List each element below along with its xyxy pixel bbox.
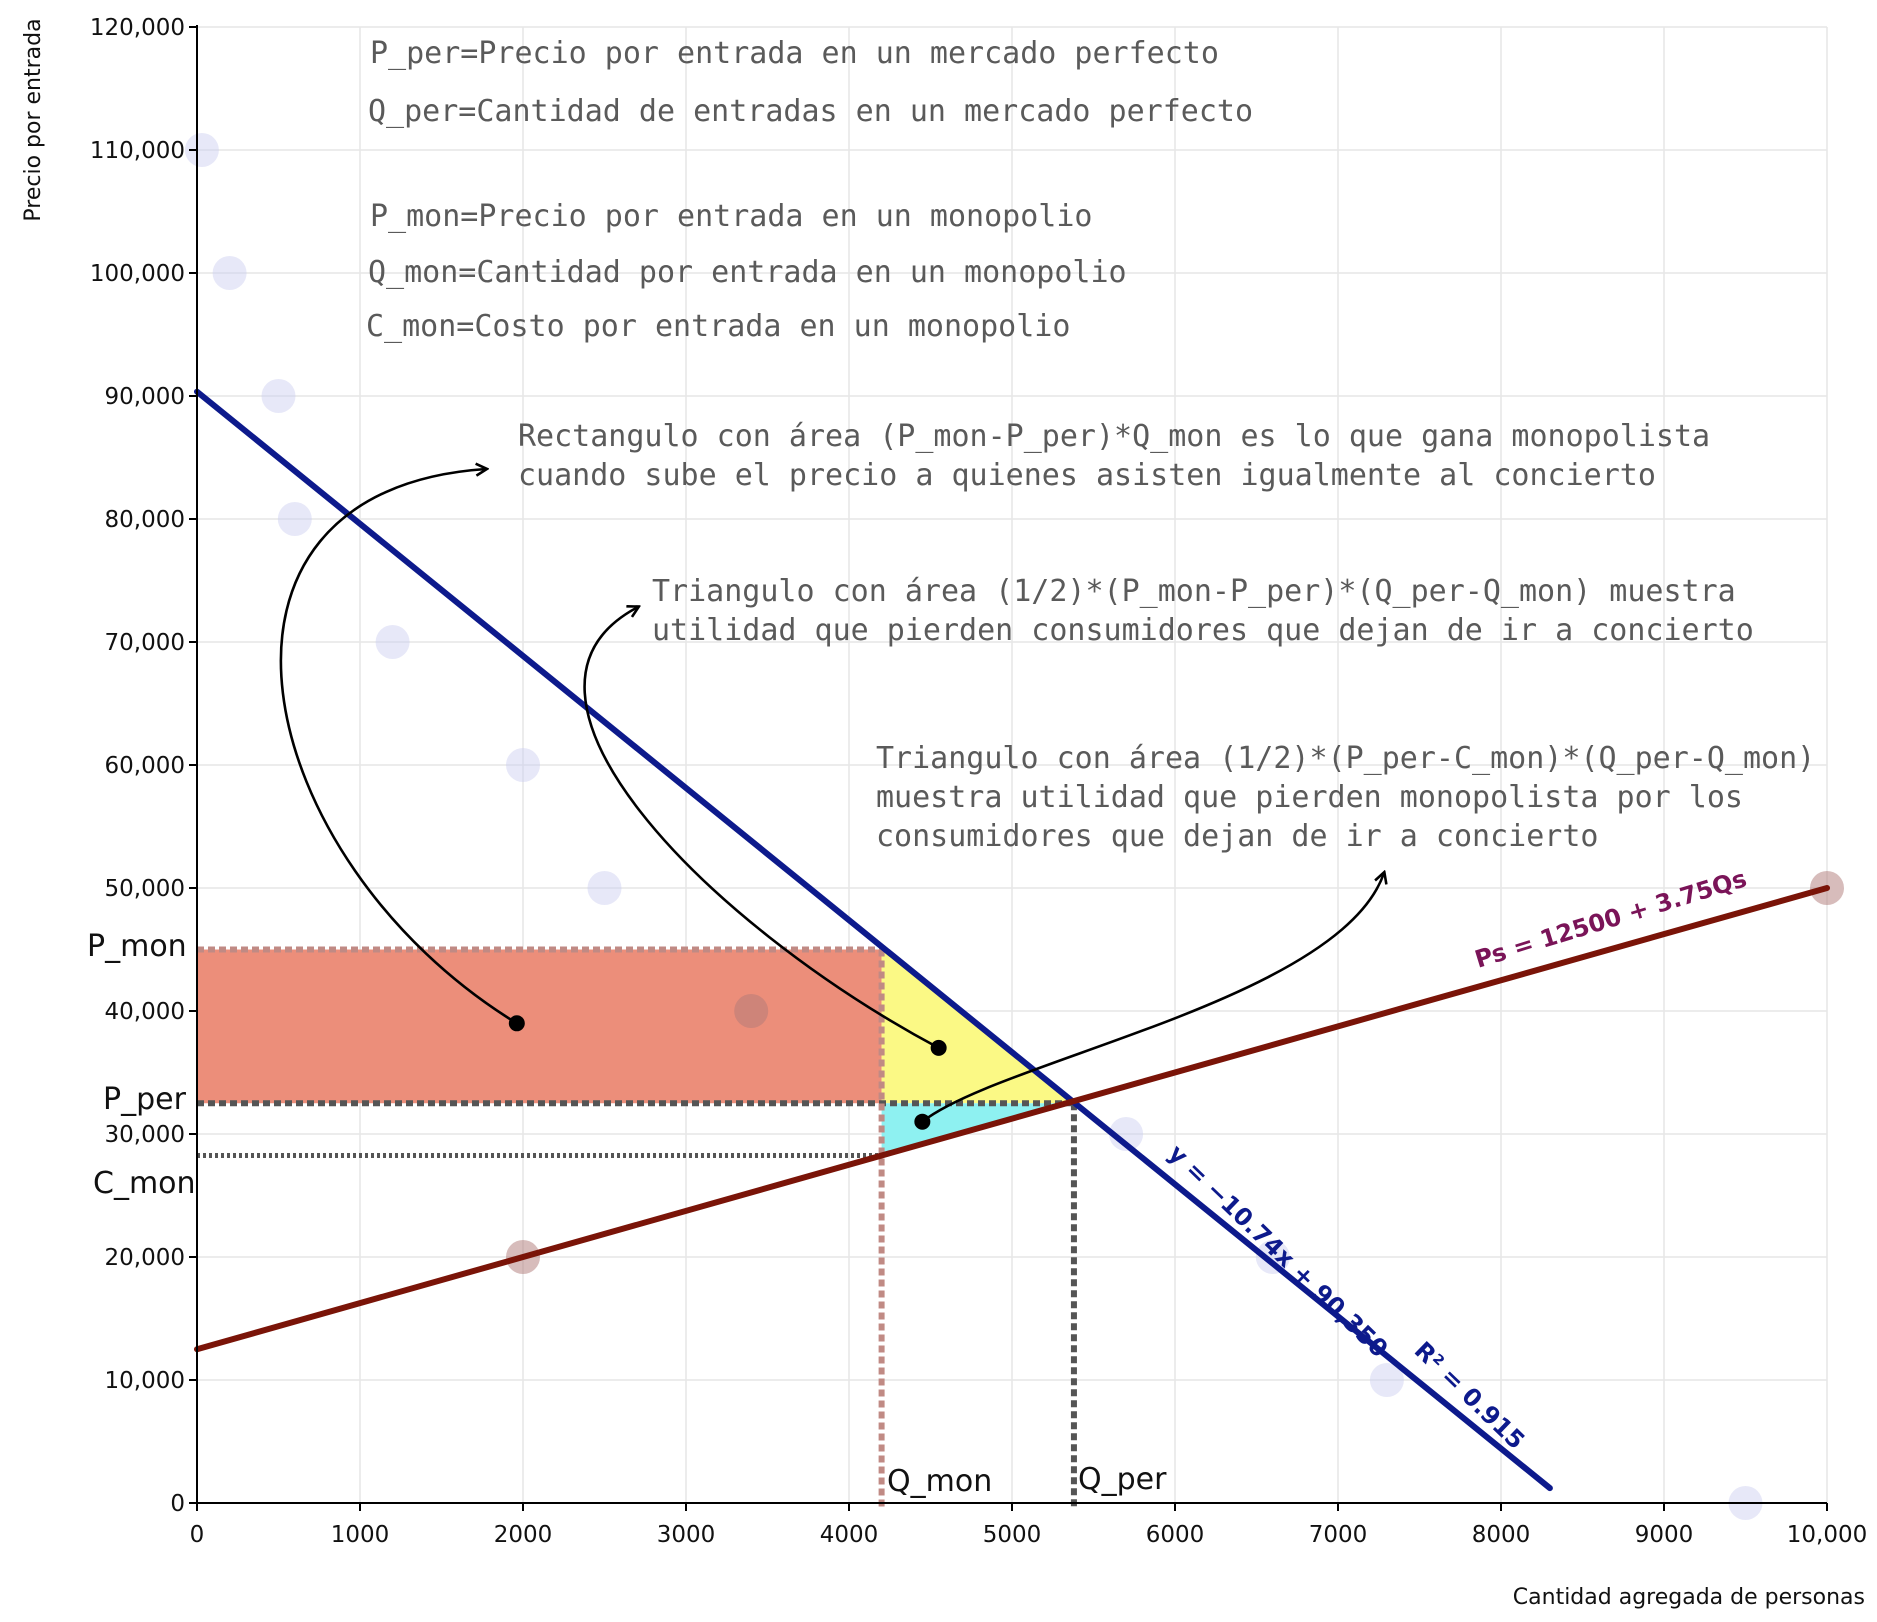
x-tick-label: 3000	[657, 1522, 716, 1548]
demand-equation-label: y = −10.74x + 90,350	[1163, 1139, 1394, 1363]
x-tick-label: 8000	[1472, 1522, 1531, 1548]
y-tick-label: 100,000	[90, 261, 185, 287]
annotation-rectangle-line2: cuando sube el precio a quienes asisten …	[518, 458, 1656, 493]
y-tick-label: 70,000	[105, 630, 185, 656]
demand-data-point	[1369, 1363, 1404, 1397]
label-q-per: Q_per	[1078, 1462, 1167, 1497]
demand-data-point	[212, 256, 247, 290]
data-points	[184, 133, 1844, 1520]
demand-line	[194, 388, 1553, 1492]
definition-c-mon: C_mon=Costo por entrada en un monopolio	[366, 309, 1070, 344]
y-tick-label: 60,000	[105, 753, 185, 779]
x-axis-title: Cantidad agregada de personas	[1513, 1585, 1865, 1610]
annotation-producer-loss-line2: muestra utilidad que pierden monopolista…	[876, 780, 1743, 815]
demand-r2-label: R² = 0.915	[1409, 1336, 1530, 1455]
consumer-loss-annotation-arrow	[583, 607, 940, 1050]
tick-labels: 0 10,000 20,000 30,000 40,000 50,000 60,000 70,…	[90, 15, 1867, 1548]
y-tick-label: 10,000	[105, 1368, 185, 1394]
x-tick-label: 9000	[1635, 1522, 1694, 1548]
producer-loss-annotation-arrow-dot	[914, 1113, 931, 1130]
demand-data-point	[1255, 1240, 1290, 1274]
supply-line	[194, 885, 1830, 1353]
consumer-loss-annotation-arrow-dot	[930, 1039, 947, 1056]
y-tick-label: 20,000	[105, 1245, 185, 1271]
grid	[197, 26, 1828, 1503]
annotation-arrows	[279, 469, 1384, 1130]
demand-data-point	[506, 748, 540, 782]
regression-lines	[194, 388, 1830, 1492]
definition-q-per: Q_per=Cantidad de entradas en un mercado…	[368, 94, 1253, 129]
y-tick-label: 90,000	[105, 384, 185, 410]
rectangle-annotation-arrow-dot	[508, 1015, 525, 1032]
guide-lines	[197, 946, 1077, 1509]
annotation-producer-loss-line1: Triangulo con área (1/2)*(P_per-C_mon)*(…	[876, 741, 1815, 776]
demand-data-point	[261, 379, 296, 413]
annotation-consumer-loss-line2: utilidad que pierden consumidores que de…	[652, 613, 1754, 648]
x-tick-label: 6000	[1146, 1522, 1205, 1548]
label-c-mon: C_mon	[93, 1166, 196, 1201]
x-tick-label: 4000	[820, 1522, 879, 1548]
definition-q-mon: Q_mon=Cantidad por entrada en un monopol…	[368, 255, 1127, 290]
y-axis-title: Precio por entrada	[21, 18, 46, 221]
definition-p-mon: P_mon=Precio por entrada en un monopolio	[370, 199, 1092, 234]
x-tick-label: 5000	[983, 1522, 1042, 1548]
producer-loss-annotation-arrow	[921, 873, 1384, 1123]
demand-data-point	[1109, 1117, 1144, 1151]
x-tick-label: 10,000	[1787, 1522, 1867, 1548]
demand-data-point	[587, 871, 622, 905]
y-tick-label: 50,000	[105, 876, 185, 902]
y-tick-label: 0	[170, 1491, 185, 1517]
annotation-producer-loss-line3: consumidores que dejan de ir a concierto	[876, 819, 1598, 854]
label-p-mon: P_mon	[87, 929, 187, 964]
annotation-consumer-loss-line1: Triangulo con área (1/2)*(P_mon-P_per)*(…	[652, 574, 1736, 609]
rectangle-annotation-arrow	[279, 469, 518, 1025]
x-tick-label: 1000	[331, 1522, 390, 1548]
demand-data-point	[184, 133, 219, 167]
y-tick-label: 110,000	[90, 138, 185, 164]
y-tick-label: 120,000	[90, 15, 185, 41]
label-q-mon: Q_mon	[887, 1464, 992, 1499]
annotation-rectangle-line1: Rectangulo con área (P_mon-P_per)*Q_mon …	[518, 419, 1710, 454]
x-tick-label: 2000	[494, 1522, 553, 1548]
y-tick-label: 80,000	[105, 507, 185, 533]
axes	[189, 25, 1828, 1511]
y-tick-label: 40,000	[105, 999, 185, 1025]
y-tick-label: 30,000	[105, 1122, 185, 1148]
x-tick-label: 0	[190, 1522, 205, 1548]
monopoly-gain-rectangle	[197, 949, 882, 1104]
demand-data-point	[277, 502, 312, 536]
x-tick-label: 7000	[1309, 1522, 1368, 1548]
definition-p-per: P_per=Precio por entrada en un mercado p…	[370, 36, 1219, 71]
supply-data-point	[734, 994, 769, 1028]
demand-data-point	[375, 625, 410, 659]
label-p-per: P_per	[103, 1082, 187, 1117]
